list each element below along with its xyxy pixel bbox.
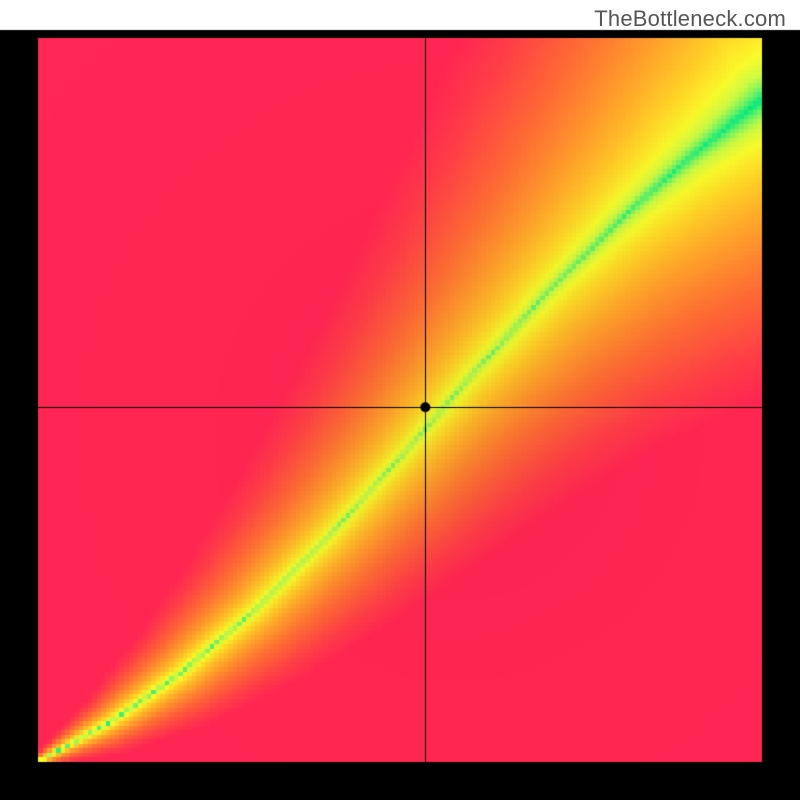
gradient-heatmap-canvas: [0, 0, 800, 800]
chart-container: TheBottleneck.com: [0, 0, 800, 800]
watermark-text: TheBottleneck.com: [594, 6, 786, 32]
